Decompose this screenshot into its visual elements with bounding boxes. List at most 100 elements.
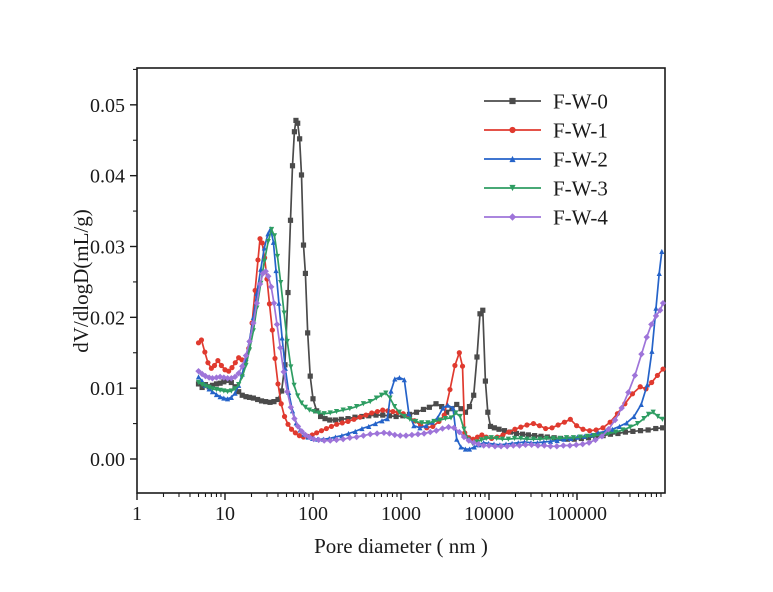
series-marker	[246, 338, 253, 345]
series-marker	[347, 406, 353, 412]
series-marker	[555, 422, 561, 428]
series-marker	[320, 437, 328, 444]
series-marker	[431, 418, 437, 425]
series-marker	[598, 433, 606, 440]
legend-entry-F-W-4: F-W-4	[484, 206, 608, 230]
series-marker	[655, 413, 661, 420]
series-marker	[379, 418, 385, 424]
series-marker	[654, 372, 661, 379]
series-marker	[236, 382, 242, 388]
series-marker	[536, 423, 543, 429]
series-marker	[653, 425, 659, 432]
series-marker	[652, 312, 660, 320]
series-marker	[292, 430, 298, 436]
series-marker	[311, 408, 317, 415]
series-marker	[561, 419, 568, 425]
series-marker	[613, 429, 619, 435]
series-marker	[426, 404, 432, 410]
series-marker	[281, 310, 287, 316]
series-marker	[380, 429, 388, 436]
series-marker	[284, 338, 290, 345]
series-marker	[656, 307, 664, 314]
series-marker	[318, 428, 325, 434]
series-marker	[419, 420, 425, 426]
series-marker	[605, 426, 612, 433]
series-marker	[380, 412, 386, 418]
series-marker	[433, 427, 440, 434]
series-marker	[625, 389, 632, 396]
series-marker	[541, 442, 548, 449]
series-marker	[518, 424, 524, 430]
x-tick-label: 10000	[464, 503, 514, 525]
series-marker	[543, 425, 549, 432]
legend-label: F-W-3	[553, 177, 608, 201]
series-marker	[439, 425, 446, 432]
series-marker	[659, 248, 665, 255]
series-marker	[659, 299, 667, 307]
series-marker	[509, 126, 516, 134]
series-marker	[641, 416, 647, 422]
series-marker	[281, 413, 288, 420]
series-marker	[466, 403, 473, 410]
series-marker	[396, 374, 403, 381]
series-marker	[327, 417, 333, 423]
series-marker	[380, 407, 386, 413]
x-tick-label: 1000	[381, 503, 421, 525]
series-marker	[287, 404, 295, 411]
series-marker	[270, 239, 277, 245]
series-marker	[288, 426, 295, 432]
series-marker	[296, 433, 302, 439]
series-marker	[656, 270, 662, 277]
series-marker	[276, 300, 282, 306]
series-marker	[224, 396, 231, 402]
series-marker	[255, 257, 261, 263]
series-marker	[440, 405, 446, 411]
series-marker	[232, 360, 238, 366]
series-F-W-1	[195, 236, 666, 442]
series-marker	[643, 333, 650, 341]
series-marker	[452, 362, 458, 369]
series-marker	[504, 443, 511, 450]
series-F-W-3-line	[198, 228, 663, 445]
series-marker	[448, 415, 454, 421]
series-marker	[483, 435, 489, 442]
series-marker	[543, 435, 550, 442]
series-marker	[620, 427, 626, 433]
series-marker	[250, 395, 256, 401]
series-marker	[306, 433, 313, 441]
series-marker	[482, 378, 488, 384]
series-marker	[580, 426, 586, 432]
series-marker	[442, 416, 449, 422]
series-marker	[316, 410, 322, 416]
series-marker	[585, 439, 593, 446]
y-tick-label: 0.00	[90, 449, 125, 471]
series-F-W-2-line	[197, 227, 663, 450]
series-marker	[218, 362, 224, 369]
chart-generated-content: 1 10 100 1000 10000 100000 0.00 0.01 0.02 0.03 0.0…	[90, 67, 667, 525]
series-marker	[295, 393, 301, 399]
series-marker	[322, 416, 328, 422]
series-marker	[450, 424, 458, 432]
series-marker	[372, 420, 379, 427]
series-marker	[627, 424, 633, 430]
series-marker	[253, 299, 261, 307]
series-marker	[217, 387, 223, 393]
series-marker	[574, 423, 580, 429]
series-marker	[351, 416, 357, 422]
legend-label: F-W-4	[553, 206, 608, 230]
series-marker	[357, 414, 363, 420]
series-marker	[243, 362, 249, 369]
series-marker	[458, 444, 464, 450]
series-marker	[202, 349, 208, 355]
legend-label: F-W-2	[553, 148, 608, 172]
series-marker	[593, 427, 599, 433]
x-axis-title: Pore diameter ( nm )	[314, 534, 488, 558]
series-marker	[217, 394, 223, 400]
series-marker	[423, 423, 429, 429]
series-marker	[297, 136, 303, 142]
series-marker	[298, 172, 305, 178]
series-marker	[530, 420, 537, 427]
series-marker	[270, 299, 278, 307]
series-marker	[637, 384, 643, 390]
